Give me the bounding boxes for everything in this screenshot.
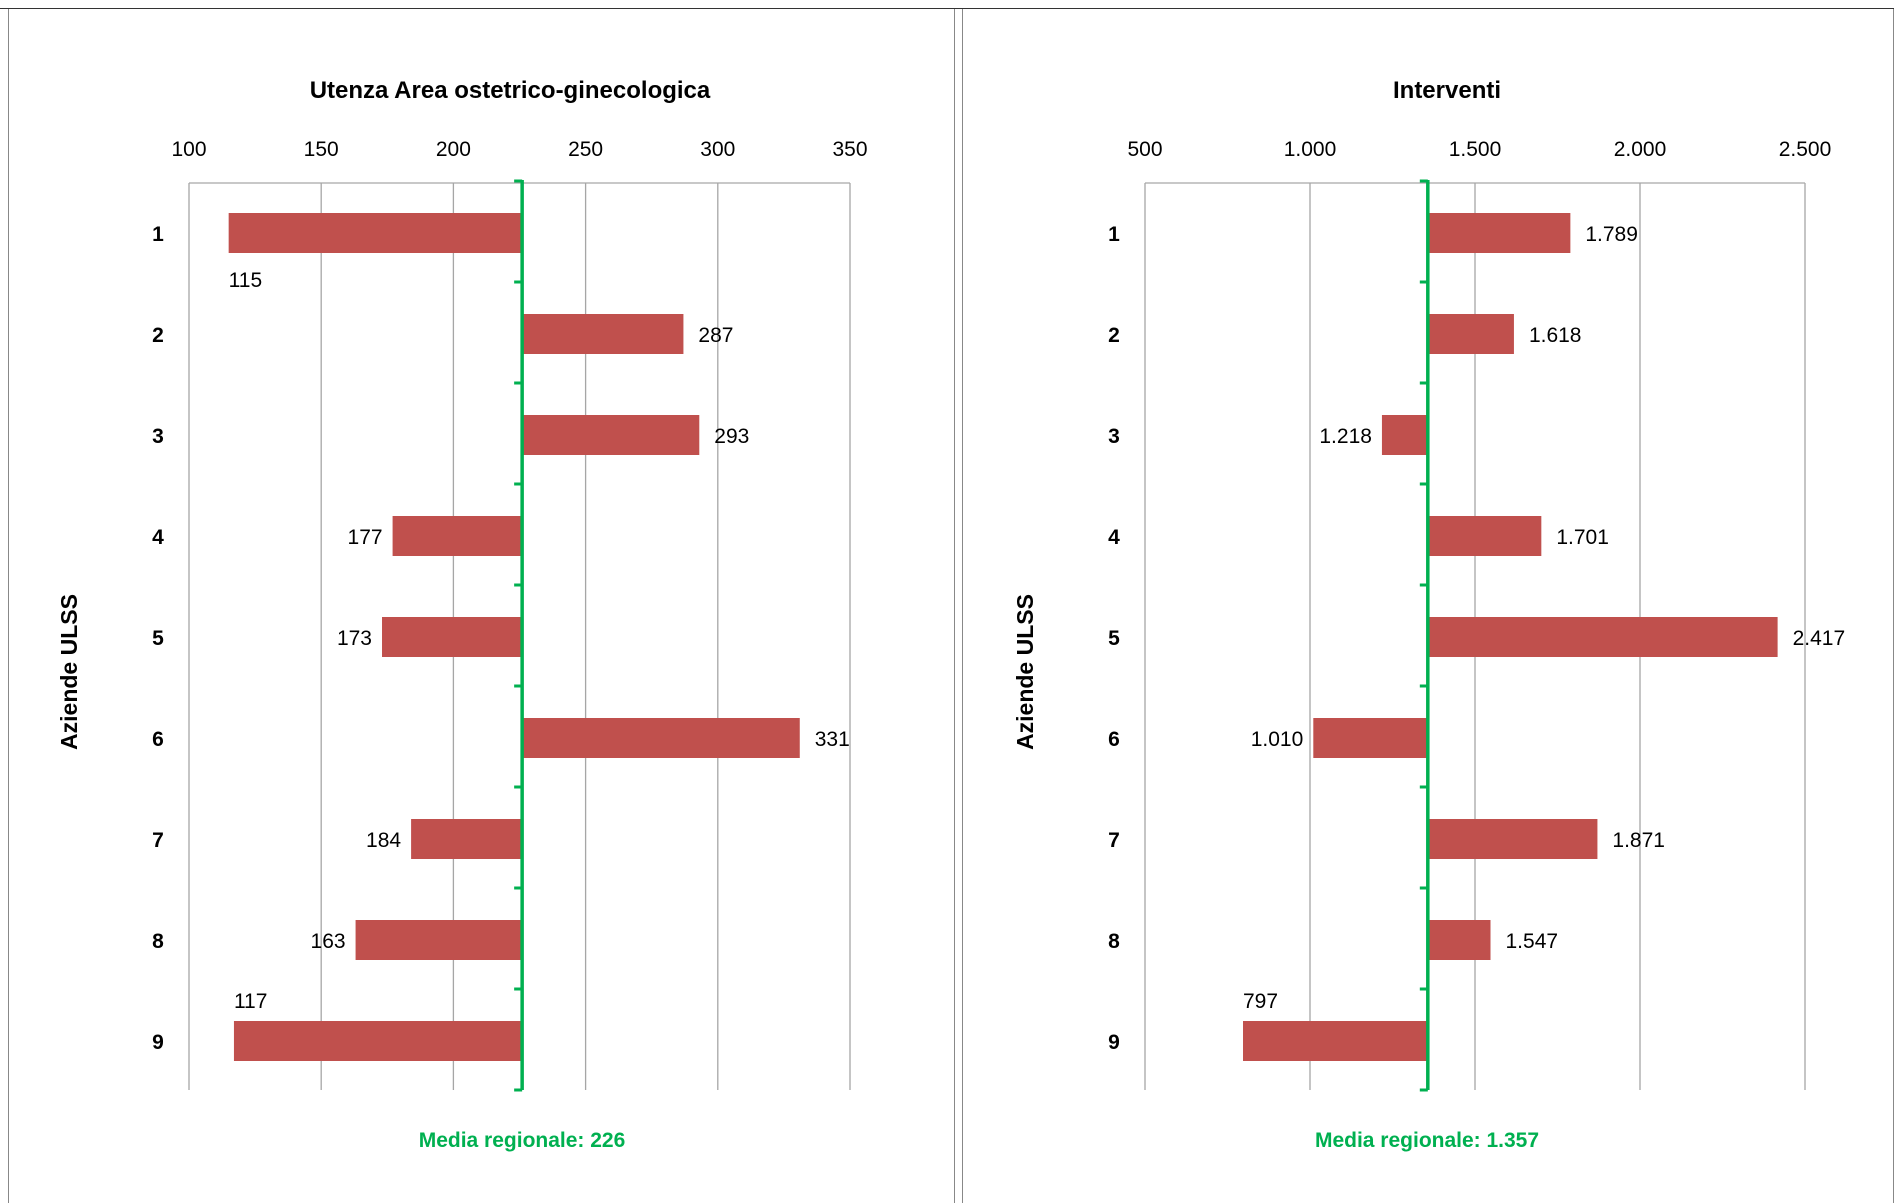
data-label: 1.701	[1556, 526, 1609, 549]
chart-title: Utenza Area ostetrico-ginecologica	[310, 77, 711, 104]
x-tick-label: 150	[304, 138, 339, 161]
category-label: 4	[152, 526, 164, 549]
bar	[392, 516, 523, 556]
bar	[411, 819, 523, 859]
category-label: 9	[152, 1031, 164, 1054]
data-label: 287	[698, 324, 733, 347]
data-label: 177	[348, 526, 383, 549]
y-axis-label: Aziende ULSS	[56, 594, 82, 750]
data-label: 163	[311, 930, 346, 953]
bar	[1427, 314, 1514, 354]
data-label: 293	[714, 425, 749, 448]
reference-label: Media regionale: 1.357	[1315, 1129, 1539, 1152]
x-tick-label: 250	[568, 138, 603, 161]
reference-label: Media regionale: 226	[419, 1129, 626, 1152]
x-tick-label: 1.000	[1284, 138, 1337, 161]
bar	[522, 415, 700, 455]
x-tick-label: 2.500	[1779, 138, 1832, 161]
category-label: 8	[152, 930, 164, 953]
bar	[233, 1021, 523, 1061]
bar	[382, 617, 523, 657]
data-label: 184	[366, 829, 401, 852]
x-tick-label: 300	[700, 138, 735, 161]
bar	[1381, 415, 1428, 455]
x-tick-label: 350	[832, 138, 867, 161]
category-label: 8	[1108, 930, 1120, 953]
data-label: 115	[229, 269, 262, 292]
bar	[1427, 617, 1778, 657]
bar	[228, 213, 523, 253]
category-label: 1	[1108, 223, 1120, 246]
bar	[522, 314, 684, 354]
category-label: 1	[152, 223, 164, 246]
category-label: 7	[1108, 829, 1120, 852]
bar	[1427, 819, 1598, 859]
category-label: 2	[152, 324, 164, 347]
data-label: 1.789	[1585, 223, 1638, 246]
bar	[1427, 213, 1571, 253]
chart-title: Interventi	[1393, 77, 1501, 104]
category-label: 5	[152, 627, 164, 650]
data-label: 797	[1243, 990, 1278, 1013]
x-tick-label: 500	[1127, 138, 1162, 161]
category-label: 3	[152, 425, 164, 448]
chart-utenza: Utenza Area ostetrico-ginecologica 100 150…	[56, 77, 868, 1152]
category-label: 6	[152, 728, 164, 751]
category-label: 9	[1108, 1031, 1120, 1054]
bar	[1427, 920, 1491, 960]
x-tick-label: 2.000	[1614, 138, 1667, 161]
category-label: 5	[1108, 627, 1120, 650]
category-label: 7	[152, 829, 164, 852]
y-axis-label: Aziende ULSS	[1012, 594, 1038, 750]
category-label: 4	[1108, 526, 1120, 549]
x-tick-label: 100	[171, 138, 206, 161]
chart-interventi: Interventi 500 1.000 1.500 2.000 2.500 1 1.789 2…	[1012, 77, 1845, 1152]
bar	[1243, 1021, 1428, 1061]
bar	[355, 920, 523, 960]
data-label: 117	[234, 990, 267, 1013]
bar	[1313, 718, 1428, 758]
data-label: 1.871	[1612, 829, 1665, 852]
data-label: 173	[337, 627, 372, 650]
data-label: 331	[815, 728, 850, 751]
data-label: 1.010	[1251, 728, 1304, 751]
data-label: 1.618	[1529, 324, 1582, 347]
x-tick-label: 200	[436, 138, 471, 161]
data-label: 2.417	[1793, 627, 1846, 650]
left-panel-frame	[8, 9, 955, 1203]
x-tick-label: 1.500	[1449, 138, 1502, 161]
category-label: 3	[1108, 425, 1120, 448]
bar	[522, 718, 800, 758]
category-label: 2	[1108, 324, 1120, 347]
data-label: 1.547	[1506, 930, 1559, 953]
page-top-rule	[0, 8, 1894, 9]
data-label: 1.218	[1319, 425, 1372, 448]
category-label: 6	[1108, 728, 1120, 751]
bar	[1427, 516, 1542, 556]
